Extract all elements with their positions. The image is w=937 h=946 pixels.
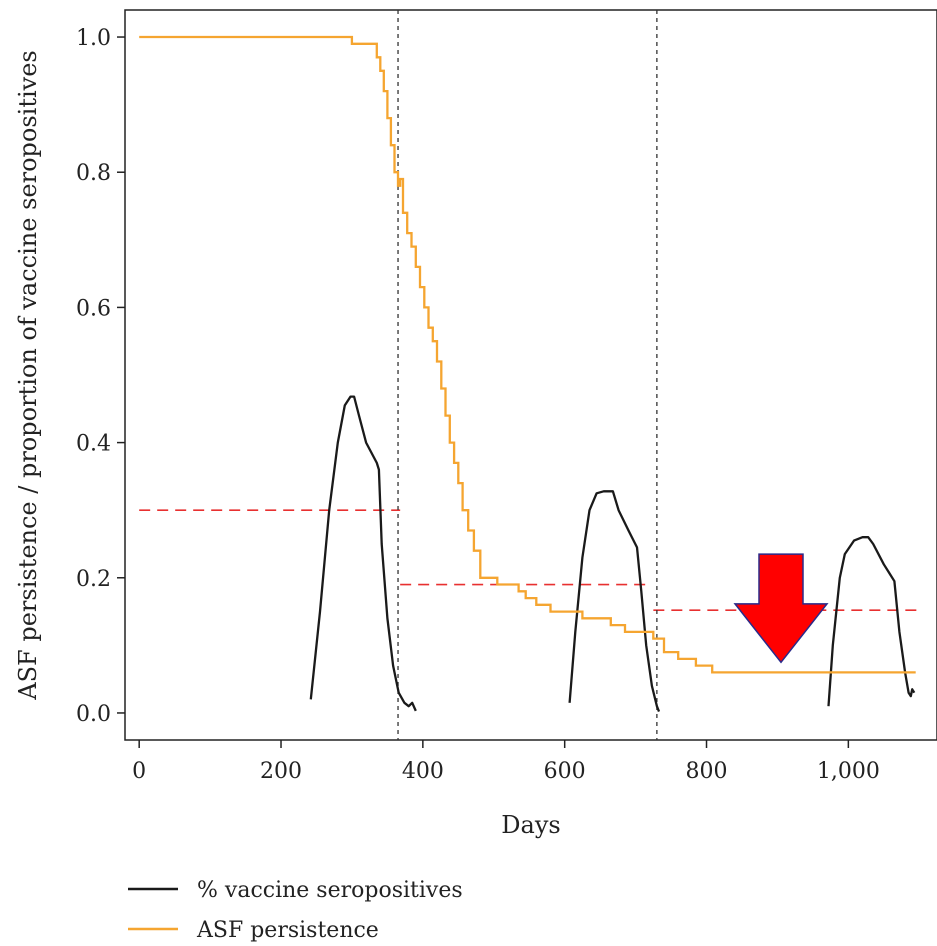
y-tick-label: 0.8 bbox=[76, 161, 111, 186]
y-axis: 0.0 0.2 0.4 0.6 0.8 1.0 bbox=[76, 26, 125, 727]
seropositives-curve bbox=[568, 490, 661, 713]
legend-label-asf-persistence: ASF persistence bbox=[196, 918, 379, 943]
x-tick-label: 600 bbox=[544, 759, 586, 784]
legend: % vaccine seropositives ASF persistence bbox=[128, 878, 463, 943]
y-tick-label: 0.0 bbox=[76, 702, 111, 727]
y-axis-title: ASF persistence / proportion of vaccine … bbox=[14, 50, 42, 700]
x-tick-label: 200 bbox=[260, 759, 302, 784]
x-tick-label: 0 bbox=[132, 759, 146, 784]
seropositives-curve bbox=[309, 395, 417, 712]
vertical-reference-lines bbox=[397, 10, 658, 740]
x-tick-label: 1,000 bbox=[817, 759, 880, 784]
x-tick-label: 800 bbox=[686, 759, 728, 784]
plot-frame bbox=[124, 9, 937, 741]
seropositives-curve bbox=[827, 536, 916, 707]
series-layer bbox=[139, 35, 916, 713]
y-tick-label: 1.0 bbox=[76, 26, 111, 51]
x-tick-label: 400 bbox=[402, 759, 444, 784]
asf-persistence-curve bbox=[139, 35, 916, 674]
y-tick-label: 0.4 bbox=[76, 432, 111, 457]
x-axis-title: Days bbox=[501, 811, 560, 839]
y-tick-label: 0.2 bbox=[76, 567, 111, 592]
annotation-layer bbox=[733, 553, 829, 664]
legend-label-seropositives: % vaccine seropositives bbox=[197, 878, 463, 903]
y-tick-label: 0.6 bbox=[76, 296, 111, 321]
down-arrow-icon bbox=[733, 553, 829, 664]
x-axis: 0 200 400 600 800 1,000 bbox=[132, 740, 880, 784]
